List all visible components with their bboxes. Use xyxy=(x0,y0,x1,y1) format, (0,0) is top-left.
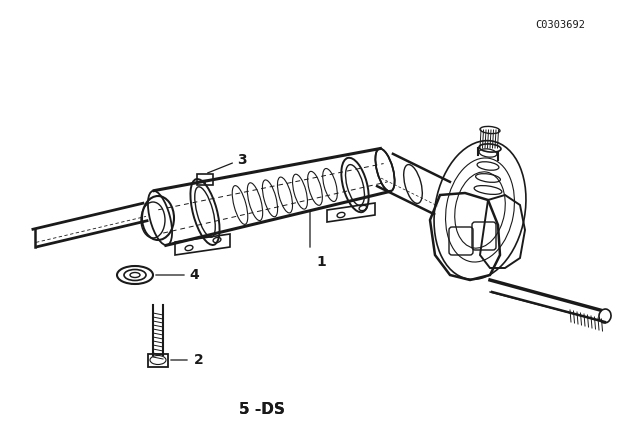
Text: 5 -DS: 5 -DS xyxy=(239,402,285,418)
Text: 3: 3 xyxy=(237,153,246,167)
Text: 2: 2 xyxy=(194,353,204,367)
Text: 5 -DS: 5 -DS xyxy=(239,402,285,418)
Text: 1: 1 xyxy=(316,255,326,269)
Text: C0303692: C0303692 xyxy=(535,20,585,30)
Text: 4: 4 xyxy=(189,268,199,282)
